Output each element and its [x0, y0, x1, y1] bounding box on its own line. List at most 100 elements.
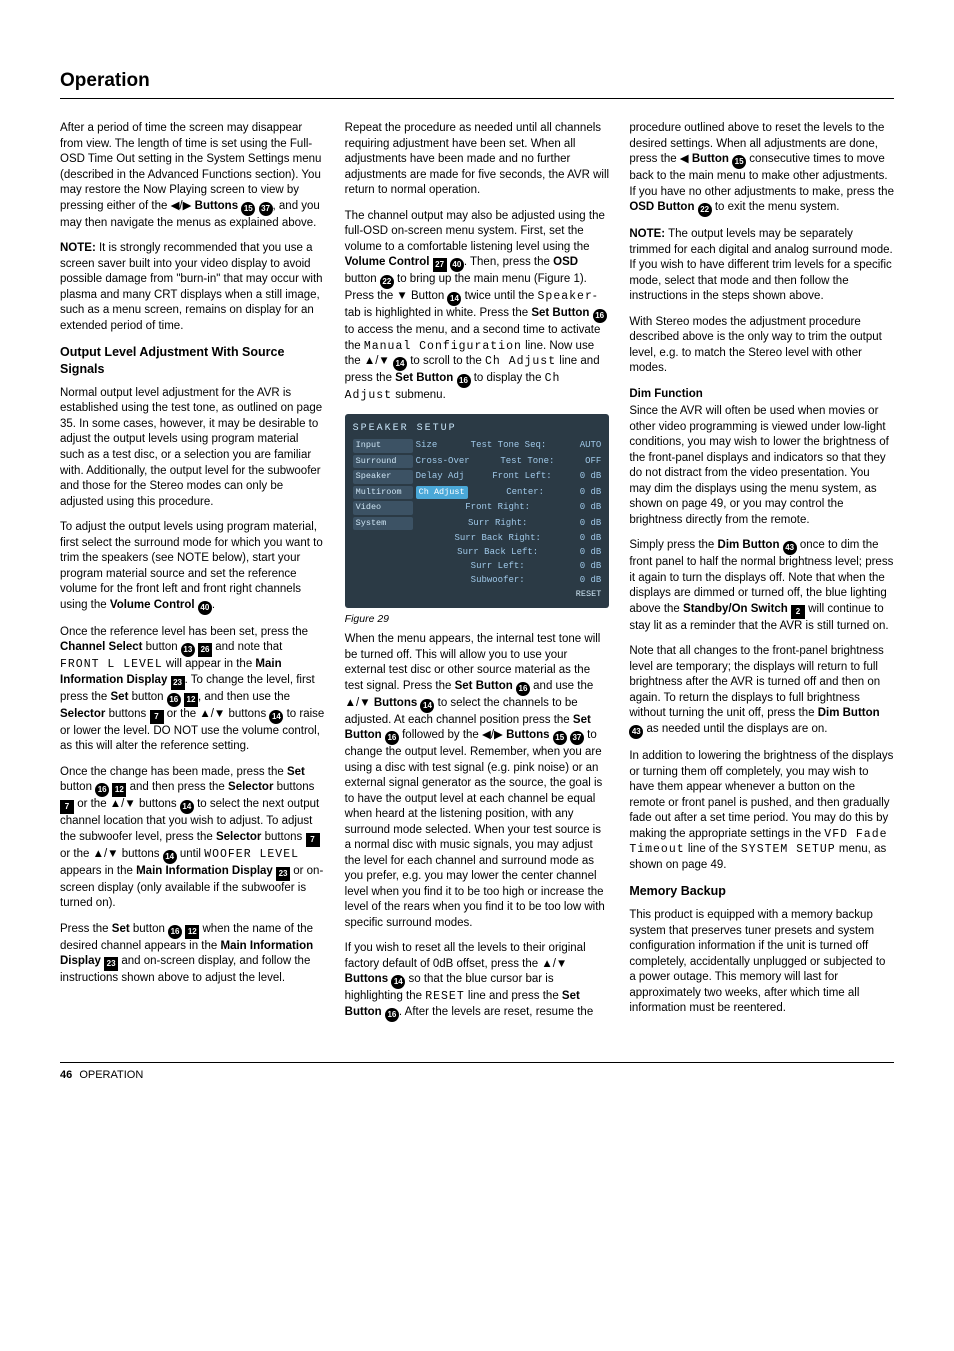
display-text: FRONT L LEVEL	[60, 658, 163, 671]
text: , and then use the	[198, 691, 290, 703]
buttons-label: Buttons	[506, 729, 549, 741]
text: If you wish to reset all the levels to t…	[345, 942, 586, 970]
display-text: Manual Configuration	[364, 340, 522, 353]
set-button-label: Set Button	[531, 307, 589, 319]
buttons-label: Buttons	[345, 973, 388, 985]
ref-icon: 15	[732, 155, 746, 169]
text: appears in the	[60, 865, 136, 877]
para: Since the AVR will often be used when mo…	[629, 404, 894, 528]
figure-caption: Figure 29	[345, 612, 610, 626]
menu-group: Cross-Over	[416, 455, 470, 468]
ref-icon: 7	[306, 833, 320, 847]
menu-label: Front Right:	[465, 501, 530, 514]
menu-tab: Surround	[353, 455, 413, 468]
osd-button-label: OSD Button	[629, 201, 694, 213]
text: Once the change has been made, press the	[60, 766, 287, 778]
main-info-display-label: Main Information Display	[136, 865, 273, 877]
text: submenu.	[392, 389, 446, 401]
text: or the ▲/▼ buttons	[164, 708, 270, 720]
osd-label: OSD	[553, 256, 578, 268]
menu-cols: Size Test Tone Seq: AUTO	[416, 439, 602, 452]
para: NOTE: The output levels may be separatel…	[629, 227, 894, 305]
menu-tab: System	[353, 517, 413, 530]
menu-value: 0 dB	[580, 546, 602, 558]
figure-29: SPEAKER SETUP Input Size Test Tone Seq: …	[345, 414, 610, 627]
para: When the menu appears, the internal test…	[345, 632, 610, 931]
text: In addition to lowering the brightness o…	[629, 750, 893, 840]
para: Once the reference level has been set, p…	[60, 625, 325, 755]
ref-icon: 43	[629, 725, 643, 739]
text: After a period of time the screen may di…	[60, 122, 321, 212]
selector-label: Selector	[60, 708, 105, 720]
para: Normal output level adjustment for the A…	[60, 386, 325, 510]
text: will appear in the	[163, 658, 256, 670]
set-label: Set	[112, 923, 130, 935]
menu-label: Test Tone Seq:	[471, 439, 547, 452]
menu-group-selected: Ch Adjust	[416, 486, 468, 499]
ref-icon: 23	[276, 867, 290, 881]
text: or the ▲/▼ buttons	[60, 848, 163, 860]
menu-group: Size	[416, 439, 438, 452]
menu-title: SPEAKER SETUP	[353, 422, 602, 436]
menu-label: Surr Back Right:	[454, 532, 540, 544]
text: to display the	[471, 372, 545, 384]
menu-value: 0 dB	[580, 501, 602, 514]
menu-value: 0 dB	[580, 486, 602, 499]
para: To adjust the output levels using progra…	[60, 520, 325, 615]
text: Simply press the	[629, 539, 717, 551]
ref-icon: 43	[783, 541, 797, 555]
note-label: NOTE:	[60, 242, 96, 254]
ref-icon: 16	[167, 693, 181, 707]
ref-icon: 26	[198, 643, 212, 657]
set-label: Set	[111, 691, 129, 703]
text: The output levels may be separately trim…	[629, 228, 892, 302]
ref-icon: 16	[457, 374, 471, 388]
menu-value: 0 dB	[580, 532, 602, 544]
ref-icon: 40	[198, 601, 212, 615]
menu-value: 0 dB	[580, 574, 602, 586]
channel-select-label: Channel Select	[60, 641, 142, 653]
display-text: RESET	[425, 990, 465, 1003]
buttons-label: Buttons	[374, 697, 417, 709]
selector-label: Selector	[228, 781, 273, 793]
para: After a period of time the screen may di…	[60, 121, 325, 231]
ref-icon: 12	[185, 925, 199, 939]
ref-icon: 16	[516, 682, 530, 696]
text: line and press the	[465, 990, 562, 1002]
text: Once the reference level has been set, p…	[60, 626, 308, 638]
heading-dim: Dim Function	[629, 387, 894, 403]
text: line of the	[685, 843, 741, 855]
ref-icon: 27	[433, 258, 447, 272]
para: In addition to lowering the brightness o…	[629, 749, 894, 873]
menu-value: 0 dB	[580, 470, 602, 483]
selector-label: Selector	[216, 831, 261, 843]
para: Once the change has been made, press the…	[60, 765, 325, 912]
ref-icon: 13	[181, 643, 195, 657]
text: until	[177, 848, 205, 860]
display-text: Ch Adjust	[485, 355, 556, 368]
ref-icon: 14	[163, 850, 177, 864]
ref-icon: 23	[104, 957, 118, 971]
display-text: SYSTEM SETUP	[741, 843, 836, 856]
menu-group: Delay Adj	[416, 470, 465, 483]
ref-icon: 14	[447, 292, 461, 306]
text: The channel output may also be adjusted …	[345, 210, 605, 253]
text: or the ▲/▼ buttons	[74, 798, 180, 810]
text: . Then, press the	[464, 256, 553, 268]
ref-icon: 16	[593, 309, 607, 323]
para: Press the Set button 16 12 when the name…	[60, 922, 325, 987]
menu-tab: Multiroom	[353, 486, 413, 499]
para: Note that all changes to the front-panel…	[629, 644, 894, 739]
ref-icon: 22	[380, 275, 394, 289]
text: twice until the	[461, 290, 537, 302]
para: The channel output may also be adjusted …	[345, 209, 610, 404]
display-text: Speaker	[538, 290, 593, 303]
ref-icon: 7	[150, 710, 164, 724]
menu-value: OFF	[585, 455, 601, 468]
volume-control-label: Volume Control	[345, 256, 430, 268]
menu-label: Surr Right:	[468, 517, 527, 530]
para: Simply press the Dim Button 43 once to d…	[629, 538, 894, 634]
para: This product is equipped with a memory b…	[629, 908, 894, 1017]
ref-icon: 14	[269, 710, 283, 724]
ref-icon: 16	[168, 925, 182, 939]
